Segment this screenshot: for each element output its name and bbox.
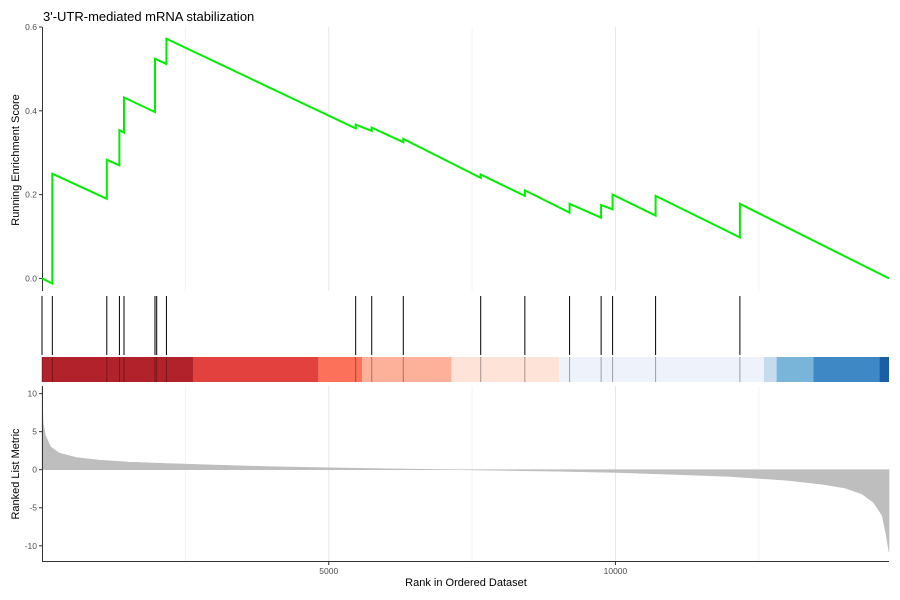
chart-title: 3'-UTR-mediated mRNA stabilization [43,9,254,24]
ranked-metric-area [41,385,890,552]
bottom-y-axis-title: Ranked List Metric [10,428,22,520]
top-y-tick-label: 0.6 [25,22,37,32]
hits-panel [41,296,889,382]
ranked-metric-panel: 10 5 0 -5 -10 5000 10000 Ranked List Metric [10,385,890,576]
x-tick-label: 10000 [604,566,628,576]
bottom-y-tick-label: -10 [25,541,38,551]
rank-color-band [42,357,194,382]
enrichment-panel: 0.0 0.2 0.4 0.6 Running Enrichment Score [10,22,890,291]
bottom-y-tick-label: 10 [28,389,38,399]
rank-color-band [776,357,814,382]
bottom-y-tick-label: -5 [29,503,37,513]
rank-color-band [361,357,452,382]
top-y-tick-label: 0.2 [25,190,37,200]
rank-color-band [763,357,777,382]
x-axis-title: Rank in Ordered Dataset [405,577,527,589]
rank-color-band [318,357,362,382]
top-y-tick-label: 0.4 [25,106,37,116]
enrichment-score-line [41,37,890,286]
rank-color-band [193,357,319,382]
rank-color-band [813,357,880,382]
rank-color-band [879,357,889,382]
rank-color-band [559,357,764,382]
rank-color-band [451,357,560,382]
bottom-y-tick-label: 0 [32,465,37,475]
top-y-tick-label: 0.0 [25,273,37,283]
x-tick-label: 5000 [319,566,338,576]
top-y-axis-title: Running Enrichment Score [10,94,22,225]
bottom-y-tick-label: 5 [32,427,37,437]
